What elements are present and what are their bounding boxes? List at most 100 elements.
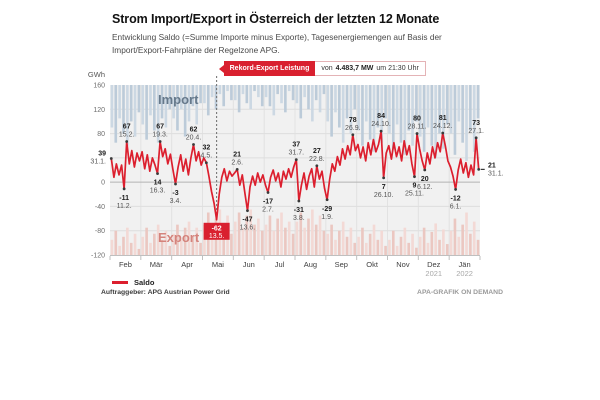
import-bar [307,85,310,110]
point-value-label: 21 [233,151,241,158]
export-bar [284,227,287,255]
legend: Saldo [112,278,154,287]
import-bar [399,85,403,143]
import-bar [253,85,256,92]
year-label: 2021 [425,269,442,278]
month-label: Jän [459,260,471,269]
import-bar [133,85,137,137]
export-bar [353,242,357,255]
point-date-label: 2.7. [262,206,274,213]
import-bar [176,85,179,131]
import-bar [284,85,287,113]
month-label: Jun [243,260,255,269]
data-point-marker [325,198,329,202]
y-axis-unit: GWh [88,70,105,79]
import-bar [338,85,341,128]
export-bar [407,242,411,255]
export-bar [160,239,164,255]
import-bar [434,85,437,158]
import-bar [156,85,160,143]
import-bar [395,85,399,125]
export-bar [384,245,387,255]
export-bar [453,218,457,255]
point-value-label: -11 [119,195,129,202]
data-point-marker [109,157,113,160]
data-point-marker [441,131,445,135]
import-bar [276,85,279,95]
export-bar [133,233,137,255]
export-bar [345,236,349,255]
export-bar [110,239,114,255]
export-bar [272,230,276,255]
month-label: Nov [396,260,410,269]
export-bar [187,221,191,255]
export-bar [245,215,249,255]
point-value-label: 21 [488,162,496,169]
export-bar [434,223,437,255]
data-point-marker [423,168,427,172]
import-bar [469,85,472,131]
point-date-label: 2.6. [231,159,243,166]
point-value-label: 81 [439,115,447,122]
import-bar [384,85,387,119]
import-bar [110,85,114,128]
export-bar [322,230,326,255]
data-point-marker [125,140,129,143]
import-bar [349,85,353,134]
export-bar [445,244,449,255]
export-bar [280,212,283,255]
import-bar [345,85,349,119]
arrow-left-icon [218,64,224,73]
import-bar [407,85,411,131]
export-bar [380,230,384,255]
data-point-marker [477,167,481,171]
import-bar [129,85,133,122]
import-bar [445,85,449,125]
record-point-date: 13.5. [209,233,225,240]
export-bar [349,227,353,255]
point-date-label: 16.3. [150,188,166,195]
export-bar [418,236,422,255]
saldo-line [110,130,480,221]
point-value-label: 62 [190,127,198,134]
export-bar [260,230,264,255]
import-bar [357,85,360,131]
point-value-label: 84 [377,113,385,120]
import-bar [461,85,464,143]
export-bar [442,229,445,255]
import-bar [153,85,156,131]
point-value-label: 67 [123,123,131,130]
export-bar [122,236,125,255]
import-bar [453,85,457,155]
export-bar [430,231,434,255]
data-point-marker [297,199,301,203]
point-value-label: 20 [421,176,429,183]
export-bar [257,218,260,255]
import-bar [388,85,391,134]
export-bar [291,233,295,255]
month-label: Dez [427,260,441,269]
import-bar [187,85,191,122]
import-bar [280,85,283,104]
point-value-label: 32 [202,145,210,152]
import-bar [361,85,364,146]
saldo-line-swatch [112,281,128,284]
export-bar [118,245,121,255]
data-point-marker [315,164,319,168]
point-value-label: 67 [156,123,164,130]
export-bar [168,245,172,255]
import-bar [314,85,318,101]
point-value-label: -47 [242,217,252,224]
import-bar [442,85,445,149]
point-value-label: -17 [263,198,273,205]
export-bar [276,218,279,255]
export-bar [395,245,399,255]
point-value-label: 73 [472,120,480,127]
import-bar [268,85,272,107]
record-callout-detail: von 4.483,7 MW um 21:30 Uhr [315,61,426,76]
export-bar [287,221,291,255]
export-bar [415,247,418,255]
y-tick-label: -80 [95,228,105,235]
import-bar [241,85,245,95]
export-bar [307,218,310,255]
